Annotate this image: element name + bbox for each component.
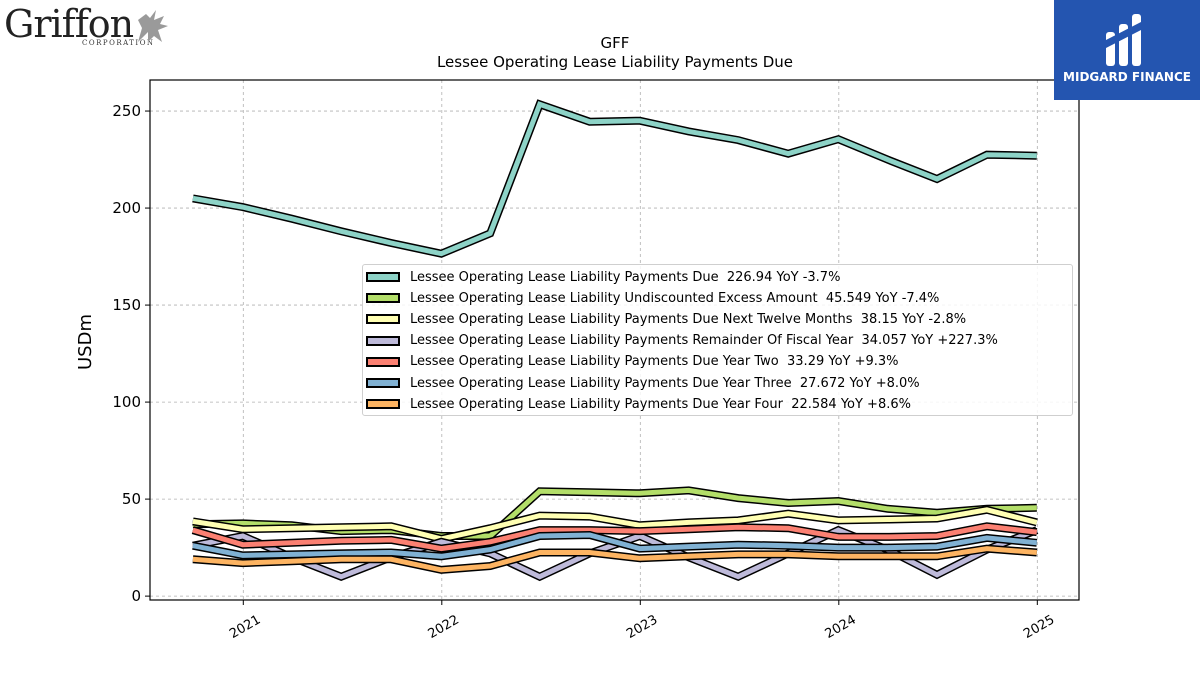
griffon-logo: Griffon CORPORATION	[4, 2, 169, 48]
griffon-logo-sub: CORPORATION	[82, 39, 155, 47]
x-tick-label: 2025	[1021, 612, 1057, 642]
y-tick-label: 200	[112, 199, 141, 217]
legend-swatch	[366, 272, 400, 282]
series-6	[192, 530, 1038, 561]
series-line	[192, 507, 1038, 542]
griffin-icon	[138, 10, 168, 42]
x-tick-label: 2022	[426, 612, 462, 642]
series-line-outline	[192, 99, 1037, 258]
x-tick-label: 2024	[823, 612, 859, 642]
y-tick-label: 150	[112, 296, 141, 314]
legend-swatch	[366, 293, 400, 304]
plot-frame	[149, 79, 1080, 601]
legend-item: Lessee Operating Lease Liability Payment…	[363, 373, 920, 393]
series-lines	[191, 99, 1039, 582]
legend-label: Lessee Operating Lease Liability Payment…	[410, 311, 967, 327]
y-tick-label: 250	[112, 102, 141, 120]
chart-subtitle: Lessee Operating Lease Liability Payment…	[437, 53, 793, 71]
midgard-logo-name: MIDGARD FINANCE	[1063, 70, 1191, 84]
legend-swatch	[366, 378, 400, 388]
y-tick-label: 0	[131, 587, 141, 605]
midgard-finance-logo: MIDGARD FINANCE	[1054, 0, 1200, 100]
series-line	[192, 523, 1038, 552]
legend-item: Lessee Operating Lease Liability Payment…	[363, 267, 840, 287]
legend-swatch	[366, 314, 400, 325]
legend-swatch	[366, 335, 400, 346]
y-axis-label: USDm	[75, 314, 96, 370]
chart-legend: Lessee Operating Lease Liability Payment…	[362, 264, 1073, 416]
series-5	[191, 522, 1038, 553]
legend-item: Lessee Operating Lease Liability Payment…	[363, 331, 998, 351]
griffon-logo-word: Griffon	[4, 2, 134, 46]
series-1	[192, 99, 1037, 258]
chart-title: GFF	[601, 34, 630, 52]
legend-item: Lessee Operating Lease Liability Payment…	[363, 309, 966, 329]
legend-item: Lessee Operating Lease Liability Payment…	[363, 394, 911, 414]
y-tick-label: 100	[112, 393, 141, 411]
legend-item: Lessee Operating Lease Liability Payment…	[363, 352, 899, 372]
midgard-mark-icon	[1106, 14, 1141, 66]
series-line	[192, 546, 1037, 573]
legend-label: Lessee Operating Lease Liability Undisco…	[410, 290, 940, 306]
legend-item: Lessee Operating Lease Liability Undisco…	[363, 288, 939, 308]
x-tick-label: 2021	[227, 612, 263, 642]
series-3	[192, 505, 1038, 544]
series-line	[192, 101, 1037, 257]
legend-label: Lessee Operating Lease Liability Payment…	[410, 333, 998, 349]
x-tick-label: 2023	[624, 612, 660, 642]
legend-label: Lessee Operating Lease Liability Payment…	[410, 354, 899, 370]
legend-label: Lessee Operating Lease Liability Payment…	[410, 269, 841, 285]
series-line	[192, 532, 1038, 559]
y-tick-label: 50	[122, 490, 141, 508]
legend-label: Lessee Operating Lease Liability Payment…	[410, 396, 911, 412]
series-7	[192, 544, 1038, 574]
legend-swatch	[366, 356, 400, 367]
legend-swatch	[366, 399, 400, 410]
legend-label: Lessee Operating Lease Liability Payment…	[410, 375, 920, 391]
